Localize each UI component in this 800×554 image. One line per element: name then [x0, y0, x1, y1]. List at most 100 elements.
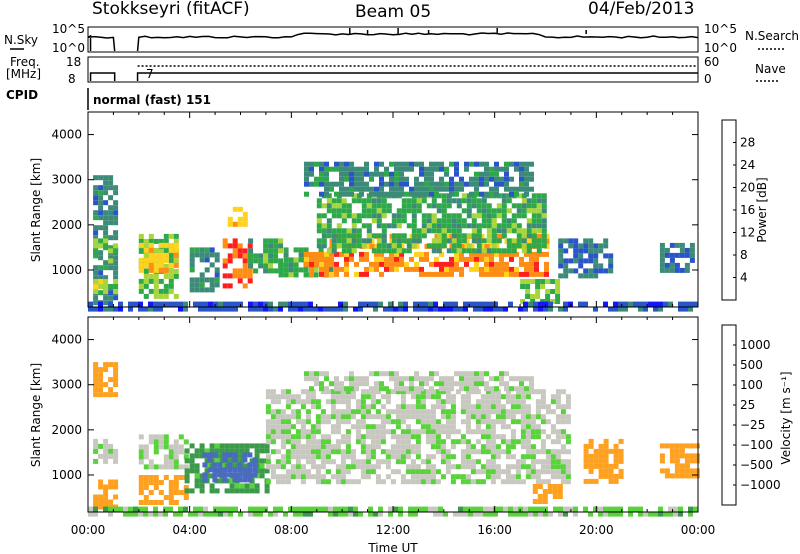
- range-gate-cell: [405, 429, 411, 435]
- range-gate-cell: [153, 278, 159, 284]
- range-gate-cell: [203, 306, 208, 312]
- range-gate-cell: [363, 301, 368, 307]
- range-gate-cell: [93, 448, 99, 454]
- range-gate-cell: [490, 449, 496, 455]
- range-gate-cell: [128, 301, 133, 307]
- range-gate-cell: [550, 474, 556, 480]
- range-gate-cell: [371, 203, 377, 209]
- range-gate-cell: [573, 506, 578, 512]
- range-gate-cell: [481, 203, 487, 209]
- range-gate-cell: [529, 256, 534, 262]
- range-gate-cell: [341, 208, 347, 214]
- range-gate-cell: [414, 243, 420, 249]
- range-gate-cell: [379, 191, 384, 197]
- range-gate-cell: [430, 464, 436, 470]
- range-gate-cell: [108, 175, 114, 181]
- range-gate-cell: [319, 181, 324, 187]
- range-gate-cell: [237, 248, 243, 254]
- range-gate-cell: [218, 511, 223, 517]
- range-gate-cell: [314, 161, 319, 167]
- range-gate-cell: [389, 256, 394, 262]
- range-gate-cell: [468, 301, 473, 307]
- range-gate-cell: [108, 392, 114, 398]
- range-gate-cell: [344, 186, 349, 192]
- range-gate-cell: [305, 444, 311, 450]
- range-gate-cell: [233, 301, 238, 307]
- range-gate-cell: [415, 389, 421, 395]
- range-gate-cell: [148, 439, 154, 445]
- range-gate-cell: [163, 257, 169, 263]
- range-gate-cell: [242, 477, 248, 483]
- range-gate-cell: [521, 233, 527, 239]
- range-gate-cell: [258, 306, 263, 312]
- range-gate-cell: [450, 464, 456, 470]
- range-gate-cell: [305, 454, 311, 460]
- range-gate-cell: [550, 424, 556, 430]
- range-gate-cell: [212, 462, 218, 468]
- range-gate-cell: [431, 228, 437, 234]
- range-gate-cell: [485, 409, 491, 415]
- range-gate-cell: [214, 252, 220, 258]
- range-gate-cell: [525, 414, 531, 420]
- range-gate-cell: [389, 176, 394, 182]
- range-gate-cell: [324, 186, 329, 192]
- range-gate-cell: [520, 409, 526, 415]
- range-gate-cell: [398, 511, 403, 517]
- range-gate-cell: [143, 238, 149, 244]
- range-gate-cell: [490, 424, 496, 430]
- range-gate-cell: [485, 459, 491, 465]
- range-gate-cell: [401, 213, 407, 219]
- range-gate-cell: [401, 218, 407, 224]
- range-gate-cell: [558, 243, 564, 249]
- range-gate-cell: [366, 223, 372, 229]
- range-gate-cell: [414, 376, 419, 382]
- range-gate-cell: [400, 409, 406, 415]
- range-gate-cell: [242, 283, 248, 289]
- range-gate-cell: [108, 448, 114, 454]
- range-gate-cell: [404, 166, 409, 172]
- range-gate-cell: [515, 464, 521, 470]
- range-gate-cell: [476, 248, 482, 254]
- range-gate-cell: [364, 376, 369, 382]
- range-gate-cell: [376, 213, 382, 219]
- range-gate-cell: [664, 252, 670, 258]
- range-gate-cell: [428, 301, 433, 307]
- range-gate-cell: [501, 208, 507, 214]
- range-gate-cell: [373, 301, 378, 307]
- range-gate-cell: [415, 394, 421, 400]
- range-gate-cell: [464, 161, 469, 167]
- range-gate-cell: [460, 449, 466, 455]
- range-gate-cell: [368, 506, 373, 512]
- range-gate-cell: [118, 306, 123, 312]
- range-gate-cell: [395, 454, 401, 460]
- range-gate-cell: [480, 394, 486, 400]
- range-gate-cell: [336, 228, 342, 234]
- range-gate-cell: [371, 218, 377, 224]
- range-gate-cell: [315, 399, 321, 405]
- range-gate-cell: [204, 287, 210, 293]
- range-gate-cell: [252, 462, 258, 468]
- range-gate-cell: [380, 449, 386, 455]
- range-gate-cell: [310, 434, 316, 440]
- range-gate-cell: [430, 474, 436, 480]
- range-gate-cell: [359, 166, 364, 172]
- range-gate-cell: [526, 203, 532, 209]
- range-gate-cell: [525, 289, 531, 294]
- range-gate-cell: [345, 439, 351, 445]
- range-gate-cell: [443, 511, 448, 517]
- range-gate-cell: [521, 248, 527, 254]
- range-gate-cell: [173, 301, 178, 307]
- range-gate-cell: [613, 448, 619, 454]
- range-gate-cell: [473, 301, 478, 307]
- range-gate-cell: [479, 233, 485, 239]
- range-gate-cell: [440, 454, 446, 460]
- range-gate-cell: [234, 463, 240, 469]
- range-gate-cell: [321, 228, 327, 234]
- range-gate-cell: [349, 386, 354, 392]
- range-gate-cell: [424, 186, 429, 192]
- range-gate-cell: [481, 248, 487, 254]
- range-gate-cell: [608, 478, 614, 484]
- range-gate-cell: [163, 439, 169, 445]
- range-gate-cell: [530, 419, 536, 425]
- range-gate-cell: [396, 248, 402, 254]
